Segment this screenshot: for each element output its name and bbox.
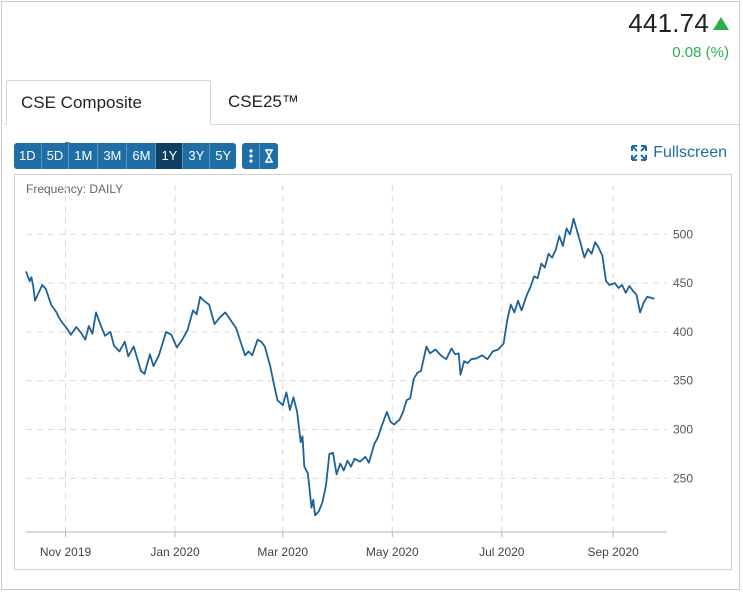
y-tick-label: 300 — [673, 423, 693, 437]
tab-cse-composite[interactable]: CSE Composite Index® — [6, 80, 211, 159]
dots-vertical-icon[interactable] — [242, 143, 261, 169]
expand-icon — [631, 145, 648, 161]
tab-cse25[interactable]: CSE25™ — [214, 80, 313, 124]
y-tick-label: 500 — [673, 227, 693, 241]
chart-tools — [242, 143, 279, 169]
range-6m-button[interactable]: 6M — [127, 143, 157, 169]
index-price: 441.74 — [628, 8, 729, 39]
range-3m-button[interactable]: 3M — [98, 143, 128, 169]
y-tick-label: 450 — [673, 276, 693, 290]
x-tick-label: Mar 2020 — [257, 545, 308, 559]
hourglass-icon[interactable] — [260, 143, 279, 169]
chart-area[interactable]: Frequency: DAILY 250 300 350 400 450 500 Nov 2… — [14, 174, 732, 570]
x-tick-label: Sep 2020 — [587, 545, 639, 559]
range-1m-button[interactable]: 1M — [69, 143, 99, 169]
line-chart: 250 300 350 400 450 500 Nov 2019 Jan 2020 Mar 20… — [25, 185, 693, 559]
index-change: 0.08 (%) — [672, 44, 729, 61]
y-tick-label: 400 — [673, 325, 693, 339]
range-5y-button[interactable]: 5Y — [210, 143, 237, 169]
range-1d-button[interactable]: 1D — [14, 143, 42, 169]
tab-label: CSE25™ — [228, 92, 299, 111]
y-tick-label: 250 — [673, 471, 693, 485]
fullscreen-label: Fullscreen — [653, 144, 727, 161]
x-tick-label: Jul 2020 — [479, 545, 525, 559]
y-tick-label: 350 — [673, 374, 693, 388]
range-1y-button[interactable]: 1Y — [156, 143, 184, 169]
range-toolbar: 1D 5D 1M 3M 6M 1Y 3Y 5Y — [14, 143, 279, 169]
frequency-label: Frequency: DAILY — [26, 182, 124, 196]
x-tick-label: May 2020 — [366, 545, 419, 559]
range-5d-button[interactable]: 5D — [41, 143, 70, 169]
range-3y-button[interactable]: 3Y — [183, 143, 211, 169]
price-value: 441.74 — [628, 8, 709, 38]
x-tick-label: Nov 2019 — [40, 545, 92, 559]
x-tick-label: Jan 2020 — [150, 545, 200, 559]
fullscreen-button[interactable]: Fullscreen — [631, 143, 727, 163]
up-arrow-icon — [713, 17, 729, 30]
index-tabs: CSE Composite Index® CSE25™ — [4, 80, 739, 159]
series-line — [25, 217, 655, 517]
